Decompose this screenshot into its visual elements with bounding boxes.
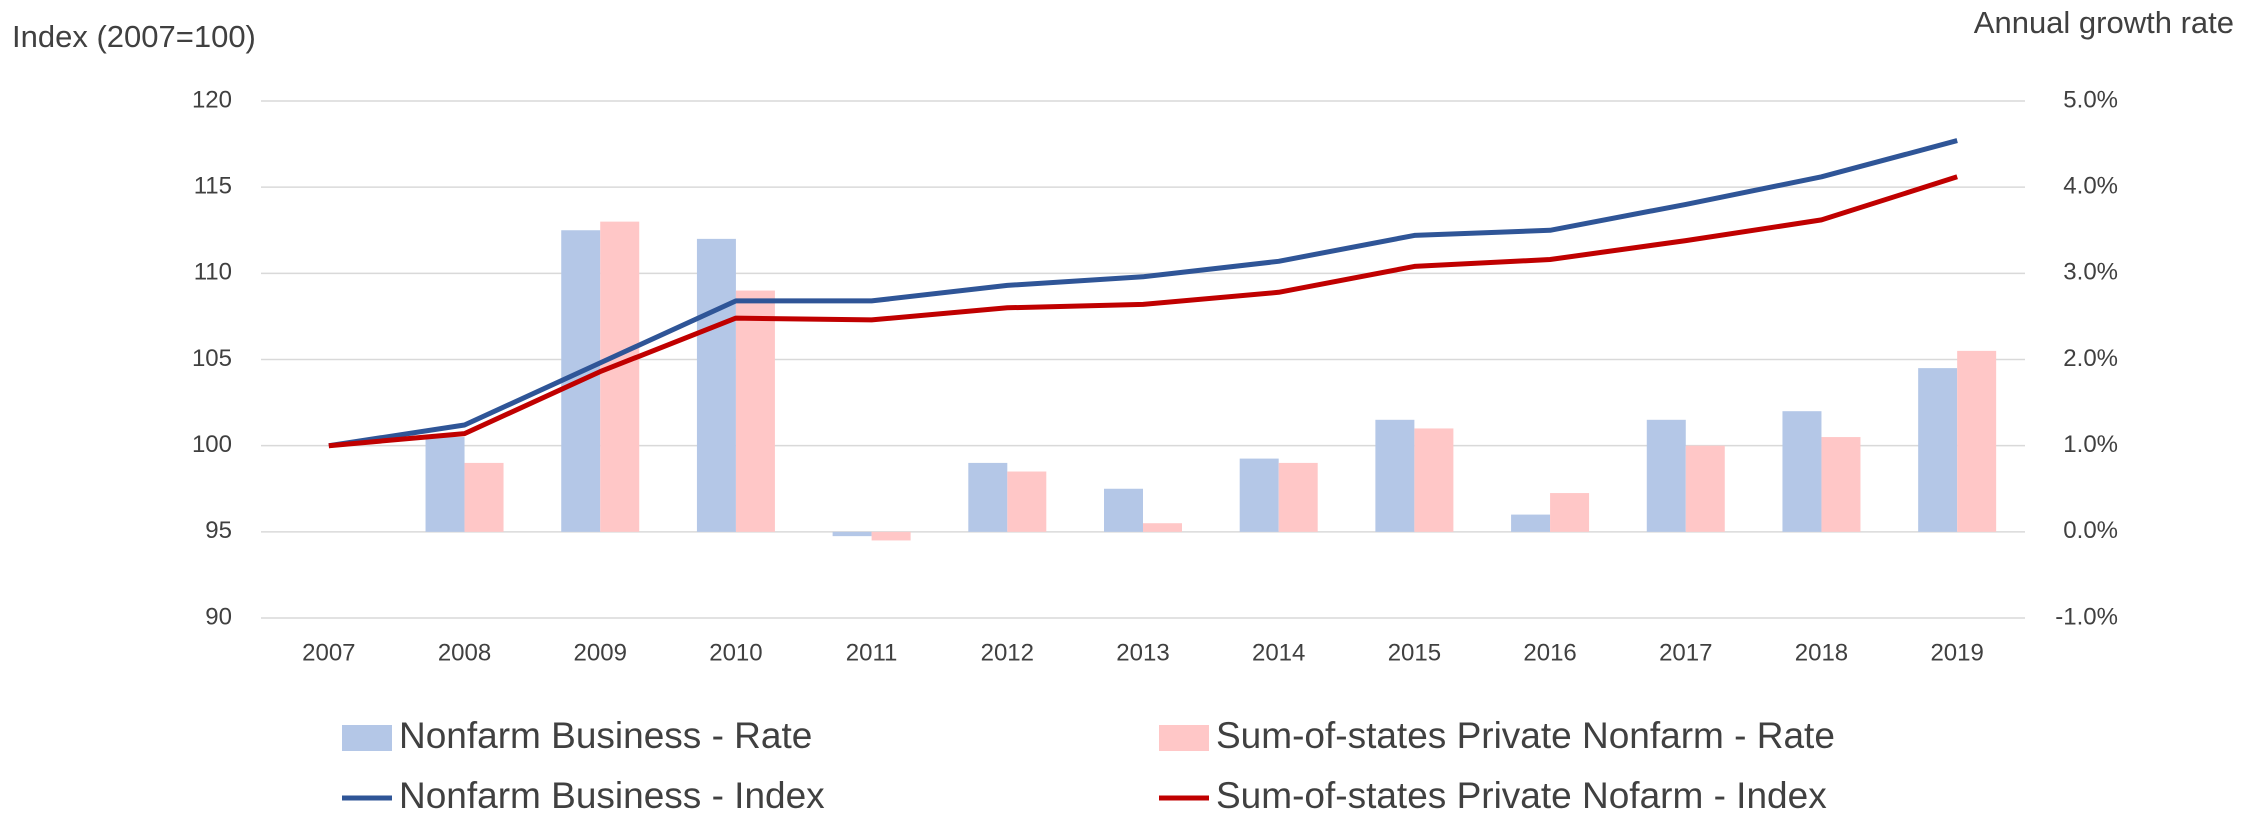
legend-label: Nonfarm Business - Index [399,775,825,816]
x-tick-label: 2009 [574,639,627,666]
bar [832,531,872,537]
y-axis-title: Index (2007=100) [12,19,256,54]
x-tick-label: 2014 [1252,639,1305,666]
x-tick-label: 2007 [302,639,355,666]
x-tick-label: 2016 [1523,639,1576,666]
bar [1646,419,1686,532]
legend-swatch [1159,725,1209,751]
y-tick-label: 110 [194,259,232,286]
bar [1375,419,1415,532]
x-tick-label: 2017 [1659,639,1712,666]
y2-tick-label: 3.0% [2063,259,2118,286]
bar [1511,514,1551,532]
legend-label: Nonfarm Business - Rate [399,715,812,756]
bar [600,221,640,532]
bar [1685,445,1725,532]
y-tick-label: 90 [205,603,232,630]
y2-tick-label: 0.0% [2063,517,2118,544]
bar [1821,437,1861,532]
bar [425,437,465,532]
bar [1239,458,1279,532]
legend-label: Sum-of-states Private Nonfarm - Rate [1216,715,1835,756]
line [328,174,1958,449]
x-tick-label: 2018 [1795,639,1848,666]
bar [1104,488,1143,532]
bar [464,462,504,532]
x-tick-label: 2012 [981,639,1034,666]
y-tick-label: 105 [192,345,232,372]
x-tick-label: 2011 [846,639,898,666]
bar [968,462,1008,532]
y-tick-label: 95 [205,517,232,544]
y-tick-label: 120 [192,86,232,113]
bar [1414,428,1454,532]
bar [735,290,775,532]
bar [1278,462,1318,532]
bar [1918,368,1958,532]
y2-axis-title: Annual growth rate [1974,5,2234,40]
legend-label: Sum-of-states Private Nofarm - Index [1216,775,1827,816]
x-tick-label: 2010 [709,639,762,666]
bar [1007,471,1047,532]
legend-swatch [342,725,392,751]
y-tick-label: 100 [192,431,232,458]
line [328,138,1958,449]
y2-tick-label: 5.0% [2063,86,2118,113]
x-tick-label: 2019 [1930,639,1983,666]
x-tick-label: 2015 [1388,639,1441,666]
bar [1550,493,1590,532]
bar [1957,350,1997,532]
bar [696,238,736,532]
bar [1143,523,1182,532]
y-tick-label: 115 [194,173,232,200]
bar [871,531,911,541]
x-tick-label: 2008 [438,639,491,666]
x-tick-label: 2013 [1116,639,1169,666]
y2-tick-label: 4.0% [2063,173,2118,200]
y2-tick-label: 1.0% [2063,431,2118,458]
bar [1782,411,1822,532]
y2-tick-label: 2.0% [2063,345,2118,372]
y2-tick-label: -1.0% [2055,603,2118,630]
